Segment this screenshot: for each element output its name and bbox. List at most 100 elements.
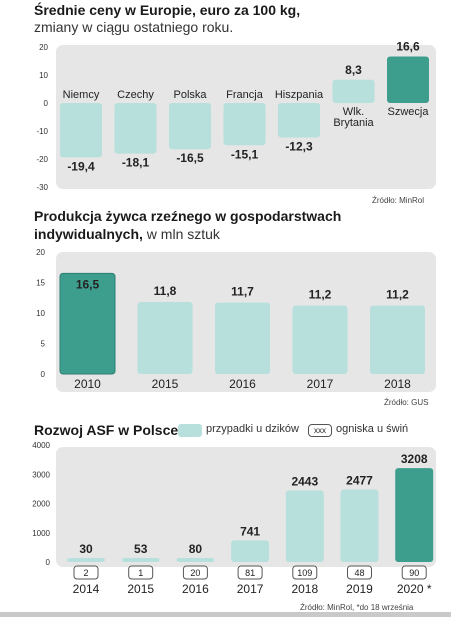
data-label: 16,5 [76, 277, 100, 291]
outbreak-box [292, 565, 318, 580]
category-label: 2010 [74, 377, 101, 391]
data-label: 30 [79, 542, 93, 556]
category-label: 2020 * [397, 582, 432, 596]
y-tick-label: 20 [36, 248, 45, 257]
data-label: 11,8 [154, 284, 177, 298]
data-label: -12,3 [285, 139, 313, 153]
outbreak-value: 20 [190, 568, 200, 578]
data-label: 16,6 [396, 40, 420, 54]
data-label: 8,3 [345, 63, 362, 77]
chart2-source: Źródło: GUS [384, 398, 429, 407]
chart1-title: Średnie ceny w Europie, euro za 100 kg, [34, 2, 301, 18]
y-tick-label: 3000 [32, 470, 50, 479]
legend-label-outbreaks: ogniska u świń [336, 423, 409, 435]
category-label: Polska [173, 89, 207, 101]
data-label: -18,1 [122, 156, 150, 170]
outbreak-value: 109 [297, 568, 312, 578]
category-label: 2015 [152, 377, 179, 391]
outbreak-box [182, 565, 208, 580]
legend-box-outbreaks: xxx [308, 424, 332, 437]
bar [370, 305, 425, 374]
bar [395, 468, 434, 562]
chart1-source: Źródło: MinRol [372, 196, 425, 205]
data-label: 11,7 [231, 285, 254, 299]
bar [169, 103, 211, 150]
category-label: Francja [226, 89, 264, 101]
category-label: Niemcy [63, 89, 100, 101]
y-tick-label: 10 [36, 309, 45, 318]
data-label: 3208 [401, 452, 428, 466]
bar [114, 103, 157, 154]
data-label: 2477 [346, 474, 373, 488]
category-label: Wlk. [343, 106, 364, 118]
bar [332, 79, 375, 103]
bar [223, 103, 266, 146]
category-label: 2016 [182, 582, 209, 596]
y-tick-label: 0 [41, 370, 46, 379]
category-label: Czechy [117, 89, 154, 101]
y-tick-label: 10 [39, 71, 48, 80]
y-tick-label: 0 [46, 558, 51, 567]
category-label: 2018 [384, 377, 411, 391]
outbreak-box [347, 565, 372, 580]
bar [137, 302, 193, 374]
chart3-source: Źródło: MinRol, *do 18 września [300, 603, 414, 612]
bar [59, 272, 116, 375]
outbreak-value: 1 [138, 568, 143, 578]
y-tick-label: 5 [41, 340, 46, 349]
y-tick-label: -10 [36, 127, 48, 136]
chart1-subtitle: zmiany w ciągu ostatniego roku. [34, 19, 234, 35]
data-label: 53 [134, 542, 148, 556]
data-label: 80 [189, 542, 203, 556]
bar [60, 103, 102, 158]
data-label: 741 [240, 524, 260, 538]
data-label: -15,1 [231, 147, 259, 161]
data-label: -19,4 [67, 159, 95, 173]
bar [292, 305, 348, 374]
bar [176, 558, 215, 562]
y-tick-label: 2000 [32, 500, 50, 509]
y-tick-label: -20 [36, 155, 48, 164]
outbreak-box [128, 565, 154, 580]
y-tick-label: 20 [39, 43, 48, 52]
bar [278, 103, 320, 138]
outbreak-box [401, 565, 427, 580]
bar [285, 490, 324, 562]
outbreak-box [237, 565, 263, 580]
legend-label-wild-boar: przypadki u dzików [206, 423, 299, 435]
bar [387, 56, 429, 103]
category-label: Hiszpania [275, 89, 324, 101]
chart2-title-line2: indywidualnych, w mln sztuk [34, 226, 220, 242]
category-label: 2015 [127, 582, 154, 596]
data-label: 2443 [291, 475, 318, 489]
chart2-title: Produkcja żywca rzeźnego w gospodarstwac… [34, 208, 342, 224]
category-label: 2017 [237, 582, 264, 596]
data-label: 11,2 [386, 288, 409, 302]
category-label: Szwecja [388, 106, 430, 118]
outbreak-value: 81 [245, 568, 255, 578]
data-label: 11,2 [309, 288, 332, 302]
outbreak-box [73, 565, 99, 580]
category-label: 2018 [291, 582, 318, 596]
outbreak-value: 48 [354, 568, 364, 578]
y-tick-label: 0 [44, 99, 49, 108]
category-label: 2016 [229, 377, 256, 391]
outbreak-value: 90 [409, 568, 419, 578]
chart3-title: Rozwoj ASF w Polsce [34, 422, 179, 438]
bar [67, 558, 105, 562]
bar [231, 540, 270, 562]
category-label: 2017 [307, 377, 334, 391]
bar [215, 302, 270, 374]
y-tick-label: 15 [36, 279, 45, 288]
bar [340, 489, 379, 562]
outbreak-value: 2 [83, 568, 88, 578]
y-tick-label: 4000 [32, 441, 50, 450]
category-label: 2014 [73, 582, 100, 596]
bottom-bar [0, 612, 451, 617]
data-label: -16,5 [176, 151, 204, 165]
y-tick-label: -30 [36, 183, 48, 192]
y-tick-label: 1000 [32, 529, 50, 538]
